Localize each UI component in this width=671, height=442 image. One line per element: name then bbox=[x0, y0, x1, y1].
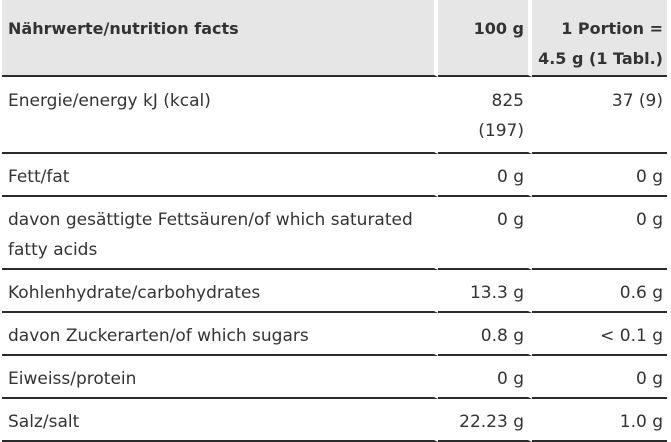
row-label-energy: Energie/energy kJ (kcal) bbox=[2, 77, 438, 154]
row-portion-fat: 0 g bbox=[532, 154, 667, 197]
table-row-fat: Fett/fat 0 g 0 g bbox=[2, 154, 667, 197]
header-nutrient-label: Nährwerte/nutrition facts bbox=[2, 0, 438, 77]
row-portion-carbohydrates: 0.6 g bbox=[532, 270, 667, 313]
header-portion-line2: 4.5 g (1 Tabl.) bbox=[538, 49, 663, 68]
row-portion-energy: 37 (9) bbox=[532, 77, 667, 154]
table-row-protein: Eiweiss/protein 0 g 0 g bbox=[2, 356, 667, 399]
saturated-fat-label-line2: fatty acids bbox=[8, 240, 98, 260]
header-row: Nährwerte/nutrition facts 100 g 1 Portio… bbox=[2, 0, 667, 77]
row-portion-saturated-fat: 0 g bbox=[532, 197, 667, 270]
row-portion-protein: 0 g bbox=[532, 356, 667, 399]
row-per100-energy: 825 (197) bbox=[438, 77, 532, 154]
saturated-fat-label-line1: davon gesättigte Fettsäuren/of which sat… bbox=[8, 210, 413, 230]
row-per100-protein: 0 g bbox=[438, 356, 532, 399]
row-label-fat: Fett/fat bbox=[2, 154, 438, 197]
header-portion-line1: 1 Portion = bbox=[561, 19, 663, 38]
row-per100-saturated-fat: 0 g bbox=[438, 197, 532, 270]
header-per-portion: 1 Portion = 4.5 g (1 Tabl.) bbox=[532, 0, 667, 77]
row-per100-carbohydrates: 13.3 g bbox=[438, 270, 532, 313]
row-label-saturated-fat: davon gesättigte Fettsäuren/of which sat… bbox=[2, 197, 438, 270]
row-label-carbohydrates: Kohlenhydrate/carbohydrates bbox=[2, 270, 438, 313]
table-row-energy: Energie/energy kJ (kcal) 825 (197) 37 (9… bbox=[2, 77, 667, 154]
row-label-protein: Eiweiss/protein bbox=[2, 356, 438, 399]
energy-kcal-value: (197) bbox=[478, 121, 524, 141]
table-header: Nährwerte/nutrition facts 100 g 1 Portio… bbox=[2, 0, 667, 77]
row-label-sugars: davon Zuckerarten/of which sugars bbox=[2, 313, 438, 356]
row-portion-sugars: < 0.1 g bbox=[532, 313, 667, 356]
table-row-carbohydrates: Kohlenhydrate/carbohydrates 13.3 g 0.6 g bbox=[2, 270, 667, 313]
header-per-100g: 100 g bbox=[438, 0, 532, 77]
row-per100-fat: 0 g bbox=[438, 154, 532, 197]
energy-kj-value: 825 bbox=[491, 91, 524, 111]
row-per100-sugars: 0.8 g bbox=[438, 313, 532, 356]
table-row-saturated-fat: davon gesättigte Fettsäuren/of which sat… bbox=[2, 197, 667, 270]
table-row-sugars: davon Zuckerarten/of which sugars 0.8 g … bbox=[2, 313, 667, 356]
table-body: Energie/energy kJ (kcal) 825 (197) 37 (9… bbox=[2, 77, 667, 442]
